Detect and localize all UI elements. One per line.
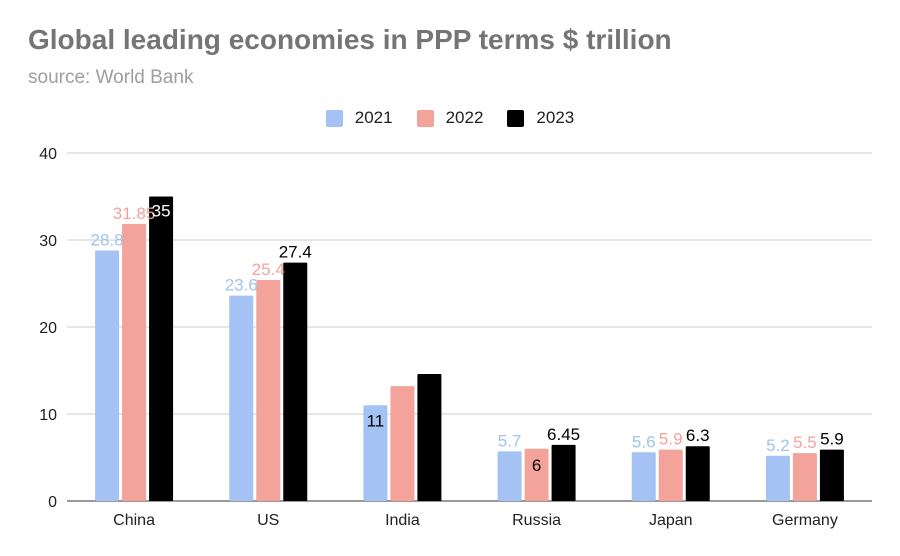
bar-russia-2022[interactable] xyxy=(524,448,549,501)
bar-china-2021[interactable] xyxy=(95,250,120,501)
data-label-us-2023: 27.4 xyxy=(279,243,312,262)
bar-japan-2021[interactable] xyxy=(631,452,656,501)
x-tick-label-us: US xyxy=(257,512,279,529)
x-tick-label-china: China xyxy=(113,512,155,529)
y-tick-label-40: 40 xyxy=(39,146,57,163)
legend-swatch-2022 xyxy=(416,109,434,127)
data-label-russia-2023: 6.45 xyxy=(547,425,580,444)
data-label-japan-2023: 6.3 xyxy=(686,426,710,445)
y-tick-label-0: 0 xyxy=(48,494,57,511)
data-label-japan-2021: 5.6 xyxy=(632,432,656,451)
x-tick-label-russia: Russia xyxy=(512,512,561,529)
bar-layer xyxy=(95,196,844,502)
legend-label-2021: 2021 xyxy=(354,108,393,127)
data-label-russia-2022: 6 xyxy=(532,456,541,475)
bar-india-2021[interactable] xyxy=(363,405,388,501)
legend-swatch-2023 xyxy=(507,109,525,127)
y-tick-label-10: 10 xyxy=(39,407,57,424)
bar-russia-2021[interactable] xyxy=(497,451,522,501)
bar-us-2021[interactable] xyxy=(229,295,254,501)
chart-title: Global leading economies in PPP terms $ … xyxy=(28,24,672,55)
legend-item-2021[interactable]: 2021 xyxy=(325,106,393,130)
data-label-germany-2022: 5.5 xyxy=(793,433,817,452)
legend-label-2022: 2022 xyxy=(445,108,484,127)
y-tick-label-30: 30 xyxy=(39,233,57,250)
legend-label-2023: 2023 xyxy=(536,108,575,127)
bar-germany-2022[interactable] xyxy=(792,453,817,501)
bar-india-2022[interactable] xyxy=(390,386,415,501)
legend-swatch-2021 xyxy=(325,109,343,127)
y-tick-label-20: 20 xyxy=(39,320,57,337)
data-label-russia-2021: 5.7 xyxy=(498,431,522,450)
legend-item-2022[interactable]: 2022 xyxy=(416,106,484,130)
bar-us-2023[interactable] xyxy=(283,262,308,501)
bar-japan-2023[interactable] xyxy=(685,446,710,501)
bar-germany-2021[interactable] xyxy=(765,455,790,501)
x-tick-label-germany: Germany xyxy=(772,512,838,529)
data-label-china-2023: 35 xyxy=(152,202,171,221)
data-label-us-2022: 25.4 xyxy=(252,260,285,279)
data-label-china-2021: 28.8 xyxy=(91,230,124,249)
legend: 2021 2022 2023 xyxy=(0,106,900,130)
data-label-us-2021: 23.6 xyxy=(225,276,258,295)
data-label-india-2021: 11 xyxy=(367,411,385,430)
axis-layer: 0 10 20 30 40 China US India Russia Japan Germany xyxy=(39,146,838,529)
bar-germany-2023[interactable] xyxy=(819,449,844,501)
data-label-japan-2022: 5.9 xyxy=(659,430,683,449)
data-label-china-2022: 31.85 xyxy=(113,204,156,223)
bar-us-2022[interactable] xyxy=(256,280,281,501)
grid-layer xyxy=(67,152,872,502)
bar-japan-2022[interactable] xyxy=(658,449,683,501)
chart-subtitle: source: World Bank xyxy=(28,67,194,88)
data-label-germany-2023: 5.9 xyxy=(820,430,844,449)
x-tick-label-india: India xyxy=(385,512,420,529)
bar-china-2022[interactable] xyxy=(122,223,147,501)
bar-india-2023[interactable] xyxy=(417,373,442,501)
x-tick-label-japan: Japan xyxy=(649,512,693,529)
legend-item-2023[interactable]: 2023 xyxy=(507,106,574,130)
data-label-germany-2021: 5.2 xyxy=(766,436,790,455)
bar-russia-2023[interactable] xyxy=(551,444,576,501)
bar-china-2023[interactable] xyxy=(149,196,174,502)
